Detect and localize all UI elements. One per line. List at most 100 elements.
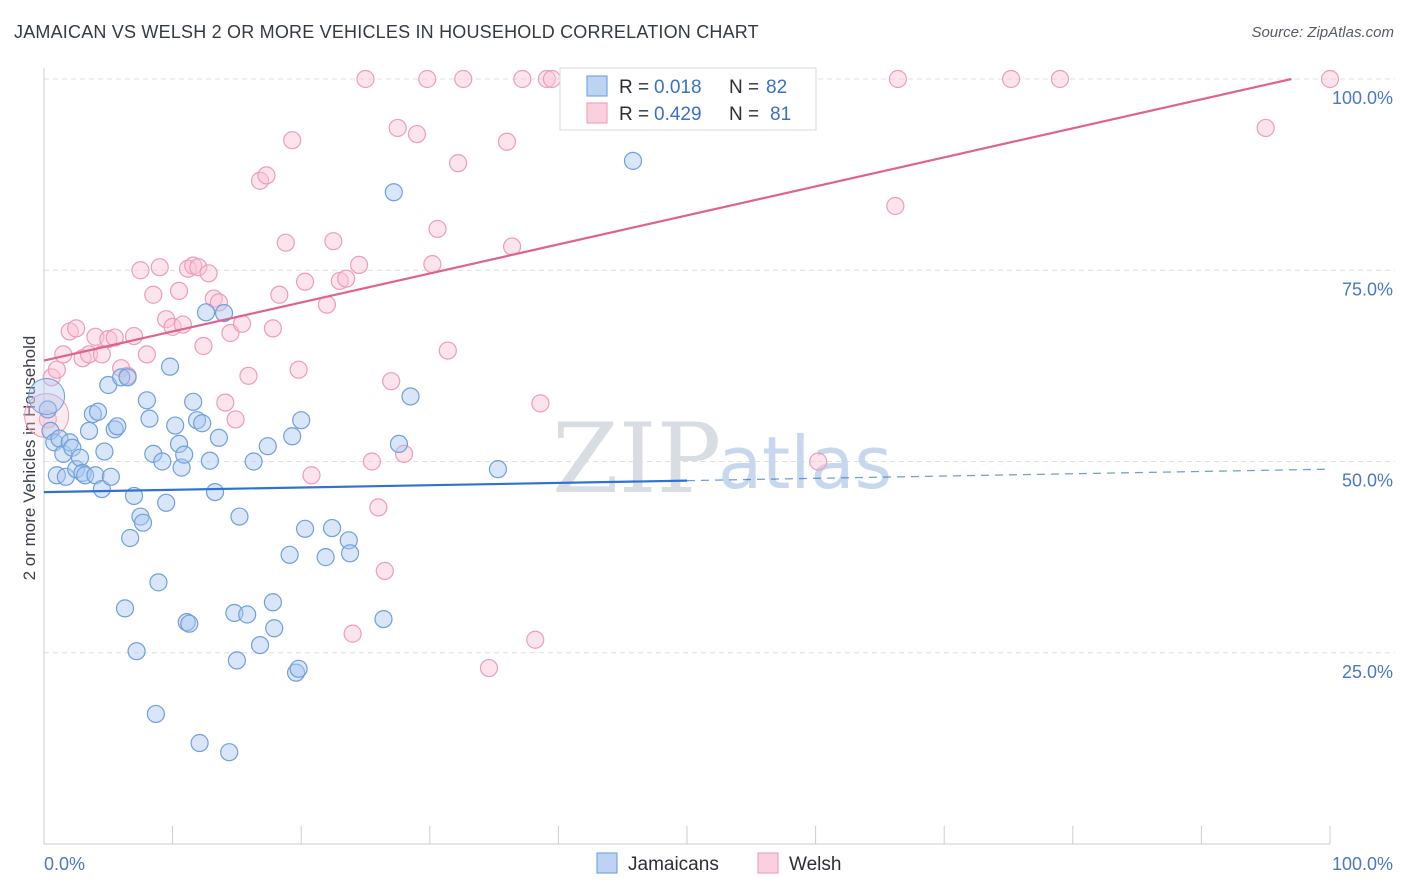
x-tick-label-min: 0.0% [44, 854, 85, 874]
welsh-point [67, 319, 86, 338]
welsh-point [407, 124, 427, 144]
welsh-point [531, 394, 550, 413]
jamaican-point [127, 642, 146, 661]
welsh-point [263, 319, 283, 338]
jamaicans-trend-line [43, 479, 688, 494]
jamaican-point [124, 486, 144, 506]
jamaican-point [175, 445, 194, 464]
jamaican-point [149, 573, 168, 592]
welsh-point [131, 261, 150, 280]
watermark-zip: ZIP [552, 403, 721, 515]
jamaican-point [488, 460, 508, 479]
stats-swatch-jamaicans [586, 75, 608, 97]
jamaican-point [322, 518, 342, 538]
welsh-point [369, 498, 388, 517]
jamaican-point [112, 368, 131, 387]
jamaican-point [160, 357, 180, 376]
watermark: ZIP atlas [552, 403, 892, 515]
jamaican-point [623, 151, 643, 170]
jamaican-point [70, 448, 90, 467]
welsh-point [337, 269, 356, 288]
jamaican-point [190, 733, 209, 753]
welsh-point [479, 658, 499, 678]
welsh-point [324, 232, 343, 251]
welsh-point [302, 466, 321, 485]
welsh-point [542, 69, 562, 89]
jamaican-point [153, 452, 172, 471]
jamaican-point [76, 466, 95, 485]
welsh-point [349, 255, 369, 274]
jamaican-point [384, 183, 403, 202]
welsh-point [92, 345, 111, 364]
jamaican-point [88, 402, 108, 421]
welsh-point [105, 328, 124, 347]
jamaican-point [196, 303, 216, 322]
gridlines [44, 78, 1395, 654]
y-tick-label: 25.0% [1342, 662, 1393, 682]
welsh-point [428, 219, 447, 239]
welsh-point [270, 285, 289, 304]
jamaican-point [258, 437, 277, 456]
welsh-point [526, 630, 545, 649]
jamaican-point [316, 548, 335, 567]
y-tick-label: 75.0% [1342, 279, 1393, 299]
welsh-point [356, 69, 375, 89]
stats-n-label-jamaicans: N = [729, 77, 759, 98]
welsh-point [289, 360, 308, 379]
jamaican-point [133, 513, 153, 532]
jamaican-point [263, 593, 283, 612]
stats-r-label-jamaicans: R = [619, 77, 649, 98]
jamaican-point [389, 434, 409, 454]
welsh-point [423, 255, 442, 274]
welsh-point [454, 69, 473, 89]
welsh-point [513, 69, 532, 89]
jamaican-point [101, 467, 120, 486]
jamaican-point [137, 391, 156, 410]
jamaican-point-large [28, 377, 66, 415]
jamaican-point [63, 438, 82, 457]
stats-r-label-welsh: R = [619, 104, 649, 125]
jamaican-point [401, 387, 420, 406]
jamaican-point [187, 411, 207, 430]
welsh-point [239, 366, 258, 385]
source-credit: Source: ZipAtlas.com [1251, 24, 1394, 41]
welsh-point [144, 285, 163, 304]
jamaican-point [146, 704, 165, 724]
jamaican-point [79, 421, 99, 440]
axes: 25.0% 50.0% 75.0% 100.0% [43, 68, 1393, 845]
welsh-point [888, 69, 908, 89]
welsh-point [448, 154, 468, 173]
welsh-point [1320, 69, 1340, 89]
y-tick-label: 50.0% [1342, 471, 1393, 491]
jamaican-point [244, 452, 263, 471]
welsh-point [343, 624, 362, 643]
welsh-point [295, 272, 315, 291]
welsh-point [99, 330, 118, 349]
x-tick-label-max: 100.0% [1332, 854, 1393, 874]
jamaican-point [339, 531, 358, 550]
jamaican-point [115, 599, 135, 618]
jamaican-point [220, 743, 239, 762]
watermark-atlas: atlas [718, 421, 892, 505]
jamaican-point [95, 442, 114, 461]
welsh-points [24, 69, 1340, 678]
jamaican-point [292, 411, 311, 430]
jamaican-point [283, 427, 302, 446]
jamaican-point [340, 544, 360, 563]
jamaican-point [166, 416, 185, 435]
welsh-point [809, 452, 828, 471]
jamaicans-trend-extension [686, 468, 1331, 482]
welsh-point [194, 336, 213, 356]
jamaican-point [108, 417, 127, 436]
welsh-point [537, 69, 556, 89]
legend-label-welsh: Welsh [789, 854, 841, 875]
welsh-point [382, 372, 401, 391]
jamaican-point [205, 483, 225, 502]
jamaican-point [169, 434, 189, 454]
welsh-point [216, 393, 235, 412]
jamaican-point [209, 428, 228, 447]
welsh-point [257, 166, 276, 185]
jamaican-point [193, 414, 212, 433]
jamaican-point [118, 368, 137, 387]
jamaican-point [47, 466, 66, 485]
